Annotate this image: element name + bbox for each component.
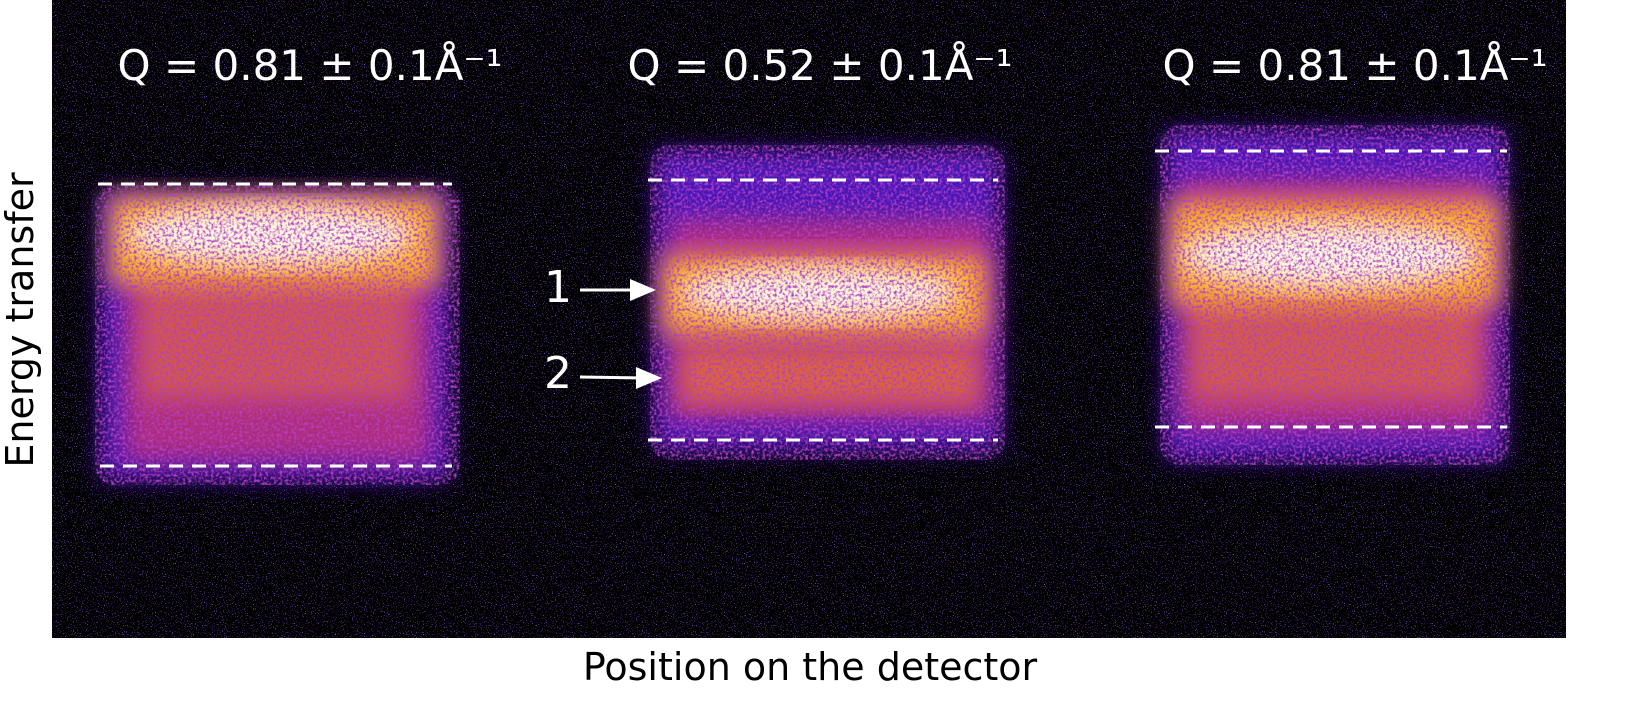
arrow-head xyxy=(630,279,656,301)
marker-label: 1 xyxy=(544,262,572,313)
arrow-head xyxy=(636,367,662,389)
panel-1-signal xyxy=(95,185,460,485)
x-axis-label: Position on the detector xyxy=(583,645,1038,689)
panel-title: Q = 0.52 ± 0.1Å⁻¹ xyxy=(628,40,1013,90)
arrow xyxy=(579,375,641,380)
panel-3-signal xyxy=(1160,125,1510,465)
panel-title: Q = 0.81 ± 0.1Å⁻¹ xyxy=(1163,40,1548,90)
marker-label: 2 xyxy=(544,348,572,399)
panel-title: Q = 0.81 ± 0.1Å⁻¹ xyxy=(118,40,503,90)
panel-2-signal xyxy=(650,145,1005,460)
y-axis-label: Energy transfer xyxy=(0,172,42,468)
